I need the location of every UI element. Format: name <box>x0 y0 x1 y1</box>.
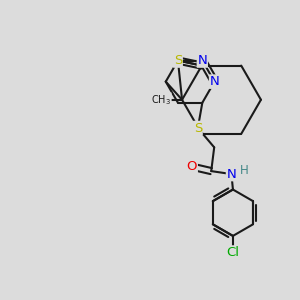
Text: N: N <box>210 75 219 88</box>
Text: S: S <box>194 122 202 134</box>
Text: S: S <box>174 54 182 67</box>
Text: N: N <box>226 168 236 181</box>
Text: Cl: Cl <box>226 246 239 259</box>
Text: H: H <box>239 164 248 177</box>
Text: O: O <box>187 160 197 173</box>
Text: CH$_3$: CH$_3$ <box>151 93 171 107</box>
Text: N: N <box>197 54 207 67</box>
